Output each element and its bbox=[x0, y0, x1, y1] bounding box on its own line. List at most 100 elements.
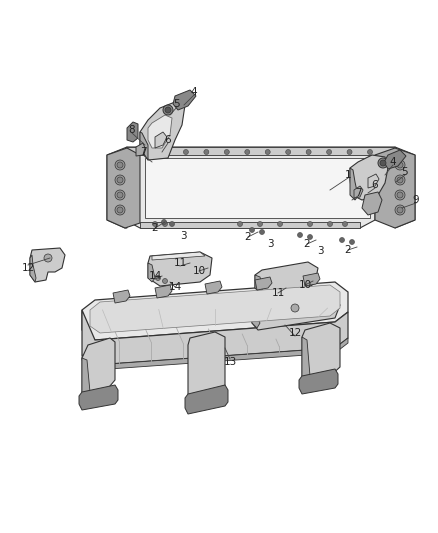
Circle shape bbox=[367, 149, 372, 155]
Text: 2: 2 bbox=[152, 223, 158, 233]
Circle shape bbox=[395, 190, 405, 200]
Circle shape bbox=[397, 192, 403, 198]
Polygon shape bbox=[90, 285, 340, 333]
Circle shape bbox=[162, 222, 167, 227]
Text: 4: 4 bbox=[191, 87, 197, 97]
Circle shape bbox=[115, 190, 125, 200]
Text: 4: 4 bbox=[390, 157, 396, 167]
Polygon shape bbox=[82, 282, 348, 340]
Circle shape bbox=[165, 107, 171, 113]
Circle shape bbox=[162, 279, 167, 284]
Circle shape bbox=[259, 230, 265, 235]
Polygon shape bbox=[127, 122, 138, 142]
Polygon shape bbox=[362, 192, 382, 215]
Text: 14: 14 bbox=[168, 282, 182, 292]
Polygon shape bbox=[255, 277, 272, 290]
Circle shape bbox=[162, 220, 166, 224]
Polygon shape bbox=[205, 281, 222, 294]
Circle shape bbox=[343, 222, 347, 227]
Text: 13: 13 bbox=[223, 357, 237, 367]
Circle shape bbox=[117, 162, 123, 168]
Text: 5: 5 bbox=[402, 167, 408, 177]
Polygon shape bbox=[30, 248, 65, 282]
Text: 2: 2 bbox=[345, 245, 351, 255]
Circle shape bbox=[397, 207, 403, 213]
Circle shape bbox=[237, 222, 243, 227]
Text: 7: 7 bbox=[140, 147, 146, 157]
Polygon shape bbox=[82, 338, 115, 398]
Polygon shape bbox=[155, 285, 172, 298]
Polygon shape bbox=[155, 132, 167, 148]
Text: 12: 12 bbox=[21, 263, 35, 273]
Text: 2: 2 bbox=[245, 232, 251, 242]
Text: 12: 12 bbox=[288, 328, 302, 338]
Circle shape bbox=[397, 177, 403, 183]
Polygon shape bbox=[252, 298, 340, 330]
Polygon shape bbox=[375, 148, 415, 228]
Polygon shape bbox=[140, 132, 148, 160]
Text: 2: 2 bbox=[304, 239, 310, 249]
Text: 10: 10 bbox=[192, 266, 205, 276]
Polygon shape bbox=[125, 147, 395, 228]
Circle shape bbox=[115, 175, 125, 185]
Text: 3: 3 bbox=[180, 231, 186, 241]
Circle shape bbox=[44, 254, 52, 262]
Text: 14: 14 bbox=[148, 271, 162, 281]
Circle shape bbox=[115, 160, 125, 170]
Polygon shape bbox=[303, 273, 320, 286]
Polygon shape bbox=[152, 252, 205, 260]
Polygon shape bbox=[350, 168, 358, 200]
Polygon shape bbox=[82, 358, 90, 396]
Circle shape bbox=[327, 149, 332, 155]
Text: 9: 9 bbox=[413, 195, 419, 205]
Circle shape bbox=[306, 149, 311, 155]
Polygon shape bbox=[145, 158, 370, 218]
Circle shape bbox=[395, 205, 405, 215]
Circle shape bbox=[297, 232, 303, 238]
Circle shape bbox=[395, 175, 405, 185]
Polygon shape bbox=[148, 115, 172, 148]
Polygon shape bbox=[113, 290, 130, 303]
Circle shape bbox=[163, 105, 173, 115]
Circle shape bbox=[339, 238, 345, 243]
Polygon shape bbox=[140, 222, 360, 228]
Text: 1: 1 bbox=[345, 170, 351, 180]
Circle shape bbox=[117, 177, 123, 183]
Circle shape bbox=[265, 149, 270, 155]
Polygon shape bbox=[148, 252, 212, 286]
Polygon shape bbox=[82, 338, 348, 370]
Circle shape bbox=[184, 149, 188, 155]
Circle shape bbox=[380, 160, 386, 166]
Circle shape bbox=[142, 149, 148, 155]
Circle shape bbox=[170, 222, 174, 227]
Circle shape bbox=[278, 222, 283, 227]
Circle shape bbox=[152, 222, 158, 227]
Circle shape bbox=[291, 304, 299, 312]
Polygon shape bbox=[354, 186, 363, 198]
Polygon shape bbox=[302, 323, 340, 382]
Polygon shape bbox=[107, 148, 140, 228]
Circle shape bbox=[350, 239, 354, 245]
Text: 11: 11 bbox=[272, 288, 285, 298]
Circle shape bbox=[328, 222, 332, 227]
Circle shape bbox=[395, 160, 405, 170]
Polygon shape bbox=[79, 385, 118, 410]
Text: 11: 11 bbox=[173, 258, 187, 268]
Polygon shape bbox=[173, 90, 196, 110]
Polygon shape bbox=[82, 310, 348, 365]
Polygon shape bbox=[188, 332, 225, 400]
Text: 6: 6 bbox=[372, 180, 378, 190]
Polygon shape bbox=[299, 369, 338, 394]
Circle shape bbox=[115, 205, 125, 215]
Polygon shape bbox=[136, 143, 145, 156]
Polygon shape bbox=[302, 337, 310, 380]
Circle shape bbox=[155, 276, 160, 280]
Text: 3: 3 bbox=[267, 239, 273, 249]
Polygon shape bbox=[255, 275, 263, 293]
Circle shape bbox=[378, 158, 388, 168]
Polygon shape bbox=[140, 102, 185, 160]
Text: 7: 7 bbox=[355, 188, 361, 198]
Text: 5: 5 bbox=[174, 99, 180, 109]
Circle shape bbox=[245, 149, 250, 155]
Polygon shape bbox=[252, 315, 260, 328]
